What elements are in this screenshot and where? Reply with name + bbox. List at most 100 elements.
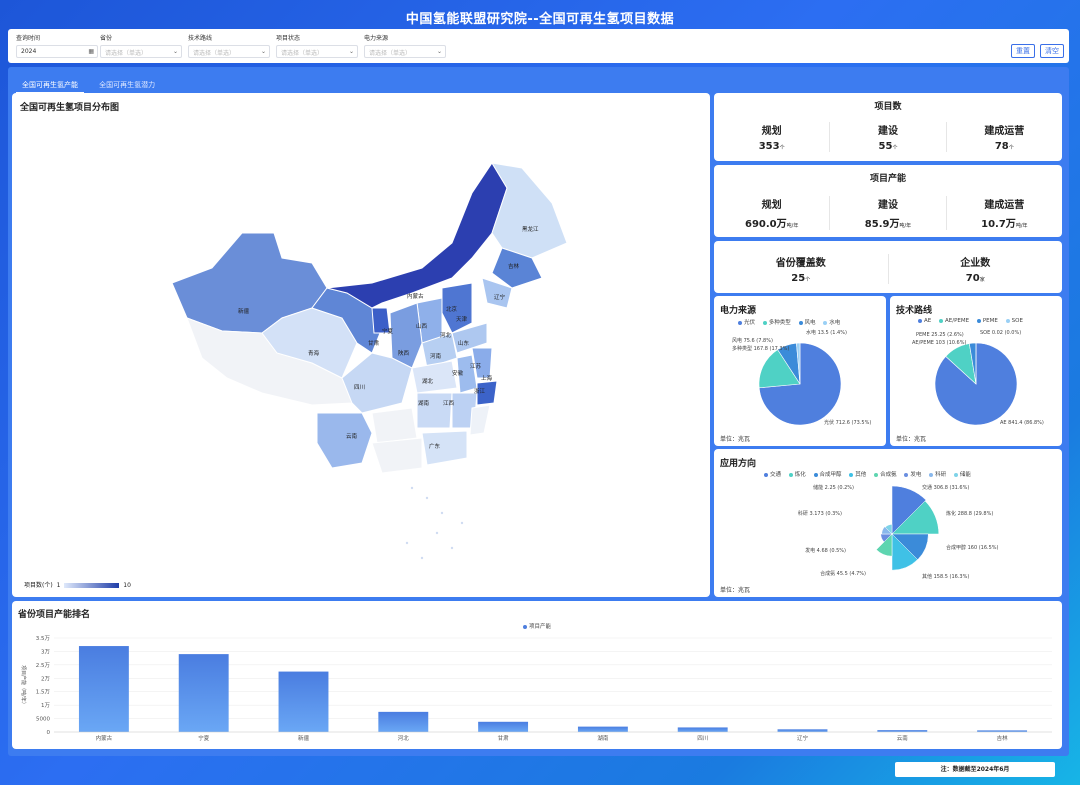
province-labels: 黑龙江 吉林 辽宁 内蒙古 北京 天津 河北 山西 山东 宁夏 甘肃 陕西 河南… <box>238 225 539 450</box>
rose-label: 合成甲醇 160 (16.5%) <box>946 544 999 551</box>
rose-label: 炼化 288.8 (29.8%) <box>946 510 993 517</box>
x-tick-label: 吉林 <box>997 734 1009 742</box>
tab-bar: 全国可再生氢产能 全国可再生氢潜力 <box>16 72 165 93</box>
x-tick-label: 内蒙古 <box>96 734 113 742</box>
x-tick-label: 云南 <box>897 734 909 742</box>
filter-tech-route: 技术路线 请选择（单选） ⌄ <box>188 33 270 58</box>
bar <box>977 730 1028 732</box>
map-region-yunnan <box>316 412 373 469</box>
filter-bar: 查询时间 2024 ▦ 省份 请选择（单选） ⌄ 技术路线 请选择（单选） ⌄ 项目状… <box>8 29 1069 63</box>
application-rose-chart[interactable]: 交通 306.8 (31.6%) 炼化 288.8 (29.8%) 合成甲醇 160… <box>714 449 1062 597</box>
tab-capacity[interactable]: 全国可再生氢产能 <box>16 78 84 93</box>
rose-slice <box>881 526 893 535</box>
project-capacity-title: 项目产能 <box>869 174 906 184</box>
bar <box>877 730 928 732</box>
stat-operating: 建成运营 78个 <box>984 126 1025 152</box>
stat-companies: 企业数 70家 <box>960 258 991 284</box>
province-label: 山东 <box>458 339 470 347</box>
map-title: 全国可再生氢项目分布图 <box>20 103 120 113</box>
province-label: 北京 <box>446 305 458 313</box>
tab-potential[interactable]: 全国可再生氢潜力 <box>99 81 156 89</box>
map-region-liaoning <box>481 277 513 309</box>
pie-label: 风电 75.6 (7.8%) <box>732 337 773 344</box>
map-region-sichuan <box>341 352 413 414</box>
chevron-down-icon: ⌄ <box>436 48 442 55</box>
power-source-pie[interactable]: 光伏 712.6 (73.5%) 多种类型 167.8 (17.3%)风电 75.… <box>714 296 886 446</box>
pie-label: 水电 13.5 (1.4%) <box>806 329 847 336</box>
province-label: 安徽 <box>452 369 464 377</box>
map-region-fujian <box>469 404 491 436</box>
footnote: 注：数据截至2024年6月 <box>895 762 1055 777</box>
ranking-legend[interactable]: 项目产能 <box>517 622 551 630</box>
pie-slice <box>796 342 801 385</box>
map-region-guangdong <box>421 430 468 466</box>
province-label: 广东 <box>429 442 441 450</box>
power-source-title: 电力来源 <box>720 306 757 316</box>
province-label: 新疆 <box>238 307 250 315</box>
map-legend-gradient[interactable] <box>64 583 120 588</box>
calendar-icon[interactable]: ▦ <box>88 48 94 55</box>
power-source-legend[interactable]: 光伏 多种类型 风电 水电 <box>732 318 840 326</box>
query-time-input[interactable]: 2024 ▦ <box>16 45 98 58</box>
page-title: 中国氢能联盟研究院--全国可再生氢项目数据 <box>405 12 675 27</box>
capacity-operating: 建成运营 10.7万吨/年 <box>981 200 1028 230</box>
y-tick-label: 1.5万 <box>36 689 51 696</box>
tech-route-pie[interactable]: AE 841.4 (86.8%) AE/PEME 103 (10.6%) PEME … <box>890 296 1062 446</box>
ranking-card: 省份项目产能排名 项目产能 项目产能（吨/年） 0 5000 1万 1.5万 2万 2.5… <box>12 601 1062 749</box>
map-legend: 项目数(个) 1 10 <box>24 582 131 589</box>
unit-note: 单位：兆瓦 <box>896 436 927 443</box>
map-region-guangxi <box>371 437 423 474</box>
ranking-ylabel: 项目产能（吨/年） <box>20 665 27 707</box>
province-label: 天津 <box>456 316 468 323</box>
application-legend[interactable]: 交通 炼化 合成甲醇 其他 合成氨 发电 科研 储能 <box>758 470 971 478</box>
project-capacity-stats: 规划 690.0万吨/年 建设 85.9万吨/年 建成运营 10.7万吨/年 <box>714 196 1062 230</box>
application-title: 应用方向 <box>720 459 757 469</box>
filter-project-status: 项目状态 请选择（单选） ⌄ <box>276 33 358 58</box>
province-label: 浙江 <box>474 387 486 395</box>
chevron-down-icon: ⌄ <box>348 48 354 55</box>
province-label: 上海 <box>481 374 493 382</box>
application-card: 应用方向 交通 炼化 合成甲醇 其他 合成氨 发电 科研 储能 交通 306.8… <box>714 449 1062 597</box>
y-tick-label: 2万 <box>41 675 50 682</box>
tech-route-card: 技术路线 AE AE/PEME PEME SOE AE 841.4 (86.8%… <box>890 296 1062 446</box>
y-tick-label: 1万 <box>41 702 50 709</box>
rose-slice <box>891 500 939 535</box>
chevron-down-icon: ⌄ <box>172 48 178 55</box>
rose-label: 其他 158.5 (16.3%) <box>922 573 969 580</box>
y-tick-label: 3万 <box>41 648 50 655</box>
province-label: 河南 <box>430 352 442 360</box>
tech-route-legend[interactable]: AE AE/PEME PEME SOE <box>912 318 1023 324</box>
rose-label: 发电 4.68 (0.5%) <box>805 547 846 554</box>
project-status-select[interactable]: 请选择（单选） ⌄ <box>276 45 358 58</box>
map-region-heilongjiang <box>491 162 568 259</box>
rose-label: 合成氨 45.5 (4.7%) <box>820 570 866 577</box>
power-source-select[interactable]: 请选择（单选） ⌄ <box>364 45 446 58</box>
rose-slice <box>891 533 918 571</box>
capacity-planned: 规划 690.0万吨/年 <box>714 196 831 230</box>
x-tick-label: 新疆 <box>298 734 310 742</box>
province-label: 内蒙古 <box>407 292 424 300</box>
rose-label: 交通 306.8 (31.6%) <box>922 484 969 491</box>
province-select[interactable]: 请选择（单选） ⌄ <box>100 45 182 58</box>
capacity-construction: 建设 85.9万吨/年 <box>830 196 947 230</box>
map-card: 全国可再生氢项目分布图 <box>12 93 710 597</box>
province-label: 江西 <box>443 400 455 407</box>
province-label: 陕西 <box>398 349 410 357</box>
province-label: 湖北 <box>422 377 434 385</box>
clear-button[interactable]: 清空 <box>1040 44 1064 58</box>
bar <box>777 729 828 732</box>
map-region-hubei <box>411 360 458 394</box>
chevron-down-icon: ⌄ <box>260 48 266 55</box>
map-region-shaanxi <box>389 302 423 369</box>
reset-button[interactable]: 重置 <box>1011 44 1035 58</box>
y-tick-label: 5000 <box>36 717 50 723</box>
rose-label: 科研 3.173 (0.3%) <box>798 510 842 517</box>
map-region-jilin <box>491 247 543 289</box>
x-tick-label: 甘肃 <box>498 734 510 742</box>
map-region-jiangsu <box>471 347 493 379</box>
project-count-card: 项目数 规划 353个 建设 55个 建成运营 78个 <box>714 93 1062 161</box>
map-region-shandong <box>451 322 488 354</box>
tech-route-select[interactable]: 请选择（单选） ⌄ <box>188 45 270 58</box>
china-map[interactable]: 黑龙江 吉林 辽宁 内蒙古 北京 天津 河北 山西 山东 宁夏 甘肃 陕西 河南… <box>12 93 710 597</box>
